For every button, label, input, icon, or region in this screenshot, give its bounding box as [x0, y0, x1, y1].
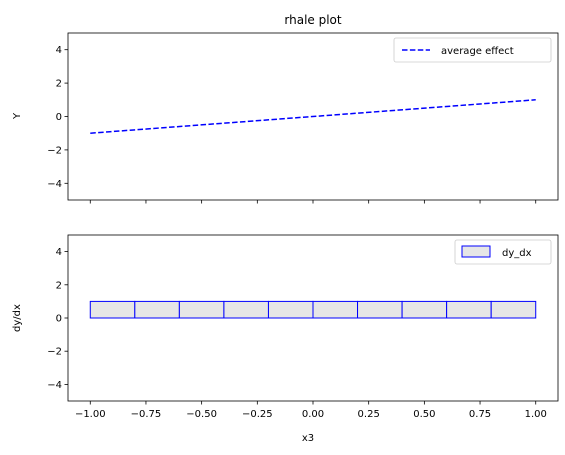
y-tick-label: 4	[56, 247, 62, 258]
y-tick-label: −4	[47, 380, 62, 391]
y-tick-label: 0	[56, 112, 62, 123]
y-tick-label: 0	[56, 314, 62, 325]
bottom-panel-x-ticks: −1.00 −0.75 −0.50 −0.25 0.00 0.25 0.50 0.75 1.00	[75, 401, 547, 420]
dy-dx-bar	[446, 300, 492, 319]
dy-dx-bar	[357, 300, 403, 319]
x-tick-label: 1.00	[525, 409, 547, 420]
top-panel-y-axis-label: Y	[12, 112, 23, 120]
top-panel-title: rhale plot	[284, 13, 342, 27]
top-panel-legend: average effect	[393, 37, 552, 63]
x-tick-label: 0.50	[413, 409, 435, 420]
legend-label-dy-dx: dy_dx	[502, 248, 532, 259]
y-tick-label: 4	[56, 45, 62, 56]
y-tick-label: −2	[47, 347, 62, 358]
dy-dx-bar	[223, 300, 269, 319]
y-tick-label: −4	[47, 179, 62, 190]
dy-dx-bar	[134, 300, 180, 319]
y-tick-label: 2	[56, 79, 62, 90]
y-tick-label: −2	[47, 145, 62, 156]
x-tick-label: 0.75	[469, 409, 491, 420]
x-tick-label: −0.50	[186, 409, 217, 420]
average-effect-line	[90, 99, 536, 134]
dy-dx-bar	[89, 300, 136, 319]
top-panel: rhale plot Y −4 −2 0 2 4 average effect	[12, 13, 559, 204]
dy-dx-bar	[178, 300, 225, 319]
bottom-panel-frame	[67, 234, 559, 402]
top-panel-frame	[67, 32, 559, 201]
x-tick-label: 0.25	[358, 409, 380, 420]
dy-dx-bar	[401, 300, 448, 319]
dy-dx-bar	[312, 300, 359, 319]
x-tick-label: 0.00	[302, 409, 324, 420]
x-tick-label: −0.25	[242, 409, 273, 420]
bottom-panel-y-ticks: −4 −2 0 2 4	[47, 247, 68, 391]
bottom-panel: dy/dx x3 −4 −2 0 2 4 −1.00 −0.75 −0.50 −0.25 0.0…	[12, 234, 559, 444]
dy-dx-bars	[89, 300, 537, 319]
x-tick-label: −1.00	[75, 409, 106, 420]
legend-label-average-effect: average effect	[441, 46, 514, 57]
top-panel-y-ticks: −4 −2 0 2 4	[47, 45, 68, 190]
bottom-panel-x-axis-label: x3	[302, 433, 314, 444]
bottom-panel-legend: dy_dx	[454, 239, 552, 265]
legend-box	[393, 37, 552, 63]
bottom-panel-y-axis-label: dy/dx	[12, 304, 23, 332]
legend-bar-swatch-icon	[461, 245, 491, 258]
x-tick-label: −0.75	[131, 409, 162, 420]
y-tick-label: 2	[56, 280, 62, 291]
top-panel-x-ticks	[89, 200, 537, 204]
dy-dx-bar	[490, 300, 537, 319]
dy-dx-bar	[267, 300, 314, 319]
